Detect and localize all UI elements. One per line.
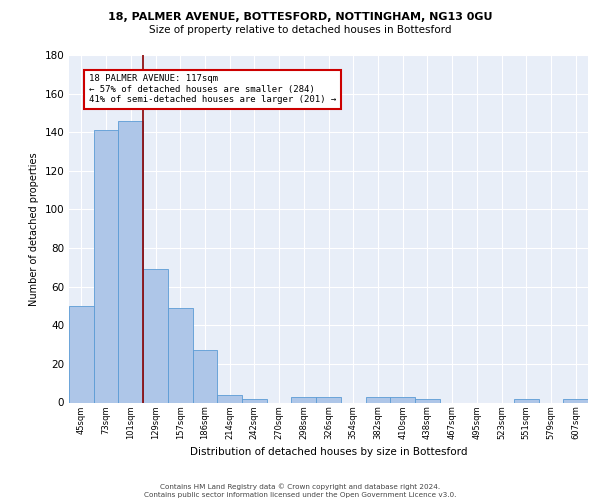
Text: Size of property relative to detached houses in Bottesford: Size of property relative to detached ho… xyxy=(149,25,451,35)
Bar xyxy=(316,396,341,402)
Bar xyxy=(118,120,143,402)
X-axis label: Distribution of detached houses by size in Bottesford: Distribution of detached houses by size … xyxy=(190,448,467,458)
Bar xyxy=(168,308,193,402)
Bar xyxy=(217,395,242,402)
Bar xyxy=(69,306,94,402)
Text: Contains HM Land Registry data © Crown copyright and database right 2024.
Contai: Contains HM Land Registry data © Crown c… xyxy=(144,484,456,498)
Bar xyxy=(563,398,588,402)
Bar xyxy=(514,398,539,402)
Bar xyxy=(143,270,168,402)
Bar xyxy=(242,398,267,402)
Y-axis label: Number of detached properties: Number of detached properties xyxy=(29,152,39,306)
Bar xyxy=(193,350,217,403)
Text: 18 PALMER AVENUE: 117sqm
← 57% of detached houses are smaller (284)
41% of semi-: 18 PALMER AVENUE: 117sqm ← 57% of detach… xyxy=(89,74,336,104)
Bar xyxy=(365,396,390,402)
Bar xyxy=(292,396,316,402)
Bar xyxy=(390,396,415,402)
Bar xyxy=(94,130,118,402)
Bar xyxy=(415,398,440,402)
Text: 18, PALMER AVENUE, BOTTESFORD, NOTTINGHAM, NG13 0GU: 18, PALMER AVENUE, BOTTESFORD, NOTTINGHA… xyxy=(108,12,492,22)
